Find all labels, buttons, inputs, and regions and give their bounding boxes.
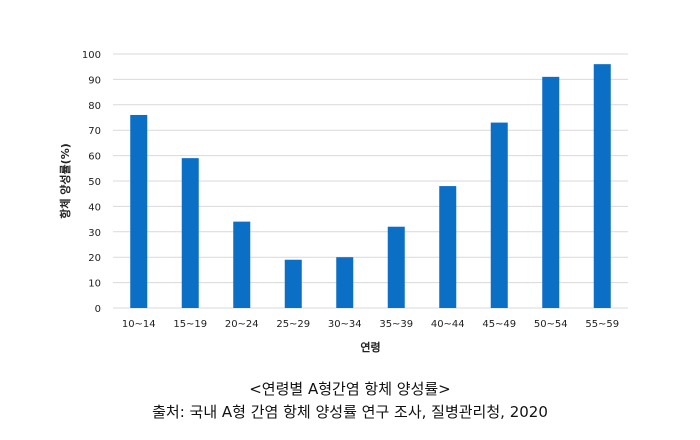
- bar-50~54: [542, 76, 560, 308]
- x-tick-label: 45~49: [482, 319, 516, 330]
- bar-55~59: [593, 64, 611, 308]
- bar-20~24: [233, 221, 251, 308]
- y-tick-label: 90: [88, 75, 101, 86]
- x-tick-label: 40~44: [431, 319, 465, 330]
- y-tick-label: 30: [88, 228, 101, 239]
- x-tick-label: 25~29: [276, 319, 310, 330]
- x-tick-label: 30~34: [328, 319, 362, 330]
- chart-area: 0 10 20 30 40 50 60 70 80 90 100 10~14 15~19 20~24 25…: [58, 50, 628, 354]
- y-tick-label: 50: [88, 177, 101, 188]
- bar-25~29: [284, 259, 302, 308]
- bar-45~49: [490, 122, 508, 308]
- y-tick-label: 0: [95, 304, 101, 315]
- y-tick-label: 10: [88, 279, 101, 290]
- figure-caption: <연령별 A형간염 항체 양성률> 출처: 국내 A형 간염 항체 양성률 연구…: [0, 378, 700, 424]
- x-tick-label: 55~59: [585, 319, 619, 330]
- bar-40~44: [439, 186, 457, 308]
- bars: [130, 64, 611, 309]
- y-tick-label: 70: [88, 126, 101, 137]
- y-tick-label: 40: [88, 202, 101, 213]
- x-tick-label: 10~14: [122, 319, 156, 330]
- caption-title: <연령별 A형간염 항체 양성률>: [249, 380, 451, 398]
- y-tick-label: 80: [88, 101, 101, 112]
- bar-30~34: [336, 257, 354, 308]
- bar-10~14: [130, 114, 148, 309]
- x-tick-label: 35~39: [379, 319, 413, 330]
- bar-chart: 0 10 20 30 40 50 60 70 80 90 100 10~14 15~19 20~24 25…: [58, 50, 628, 354]
- y-tick-label: 100: [82, 50, 101, 61]
- x-tick-label: 50~54: [534, 319, 568, 330]
- bar-15~19: [181, 158, 199, 308]
- x-tick-label: 20~24: [225, 319, 259, 330]
- caption-source: 출처: 국내 A형 간염 항체 양성률 연구 조사, 질병관리청, 2020: [152, 403, 548, 421]
- x-tick-label: 15~19: [173, 319, 207, 330]
- y-tick-label: 60: [88, 152, 101, 163]
- bar-35~39: [387, 226, 405, 308]
- y-axis-ticks: 0 10 20 30 40 50 60 70 80 90 100: [82, 50, 101, 315]
- x-axis-ticks: 10~14 15~19 20~24 25~29 30~34 35~39 40~44 45~49…: [122, 319, 619, 330]
- y-tick-label: 20: [88, 253, 101, 264]
- x-axis-title: 연령: [360, 340, 380, 354]
- y-axis-title: 항체 양성률(%): [58, 143, 72, 219]
- gridlines: [113, 53, 628, 309]
